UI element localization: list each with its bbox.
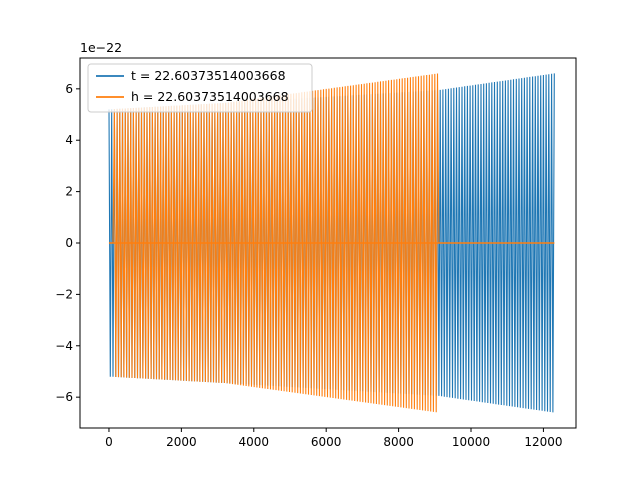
y-tick-label: −6 [55,390,73,404]
legend-label-h: h = 22.60373514003668 [131,89,289,104]
x-tick-label: 4000 [239,435,270,449]
x-tick-label: 0 [105,435,113,449]
y-tick-label: 2 [65,185,73,199]
y-tick-label: −2 [55,287,73,301]
legend-label-t: t = 22.60373514003668 [131,68,286,83]
y-tick-label: −4 [55,339,73,353]
y-tick-label: 4 [65,133,73,147]
y-offset-label: 1e−22 [80,40,122,55]
series-layer [108,73,555,413]
y-tick-label: 0 [65,236,73,250]
x-tick-label: 10000 [452,435,490,449]
x-tick-label: 6000 [311,435,342,449]
legend-box [87,63,313,113]
x-axis: 0 2000 4000 6000 8000 10000 12000 [105,428,563,449]
legend: t = 22.60373514003668 h = 22.60373514003… [87,63,313,113]
x-tick-label: 12000 [524,435,562,449]
y-tick-label: 6 [65,82,73,96]
y-axis: −6 −4 −2 0 2 4 6 [55,82,80,404]
x-tick-label: 8000 [383,435,414,449]
x-tick-label: 2000 [166,435,197,449]
